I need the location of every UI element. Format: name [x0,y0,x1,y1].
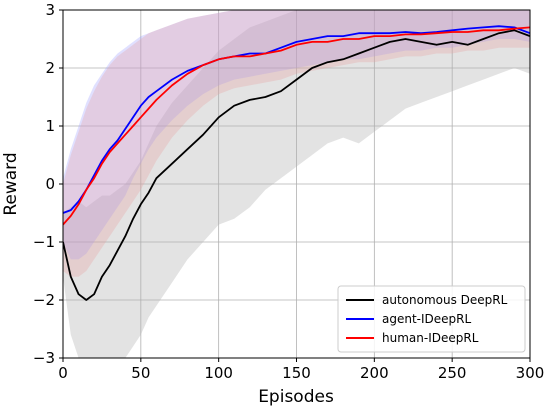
band-series-3 [63,10,530,277]
band-series-1 [63,10,530,358]
x-tick-label: 100 [204,364,233,382]
band-series-2 [63,10,530,260]
series-lines [63,25,530,301]
y-tick-label: 3 [45,1,55,19]
y-tick-label: 0 [45,175,55,193]
line-series-1 [63,29,530,301]
x-tick-label: 0 [58,364,68,382]
confidence-bands [63,10,530,358]
line-series-3 [63,26,530,226]
x-tick-label: 200 [360,364,389,382]
legend-label: human-IDeepRL [382,331,479,345]
legend: autonomous DeepRL agent-IDeepRL human-IDee… [337,285,526,353]
y-tick-label: −1 [33,233,55,251]
axis-ticks: 0 50 100 150 200 250 300 −3 −2 −1 0 1 2 3 [33,1,544,382]
legend-label: agent-IDeepRL [382,312,471,326]
y-tick-label: −2 [33,291,55,309]
y-tick-label: 1 [45,117,55,135]
x-tick-label: 150 [282,364,311,382]
y-tick-label: −3 [33,349,55,367]
line-series-2 [63,25,530,214]
x-tick-label: 250 [438,364,467,382]
y-tick-label: 2 [45,59,55,77]
y-axis-label: Reward [1,152,21,215]
x-tick-label: 50 [131,364,150,382]
x-axis-label: Episodes [258,387,334,407]
legend-box [337,285,526,353]
x-tick-label: 300 [516,364,545,382]
legend-label: autonomous DeepRL [382,293,508,307]
